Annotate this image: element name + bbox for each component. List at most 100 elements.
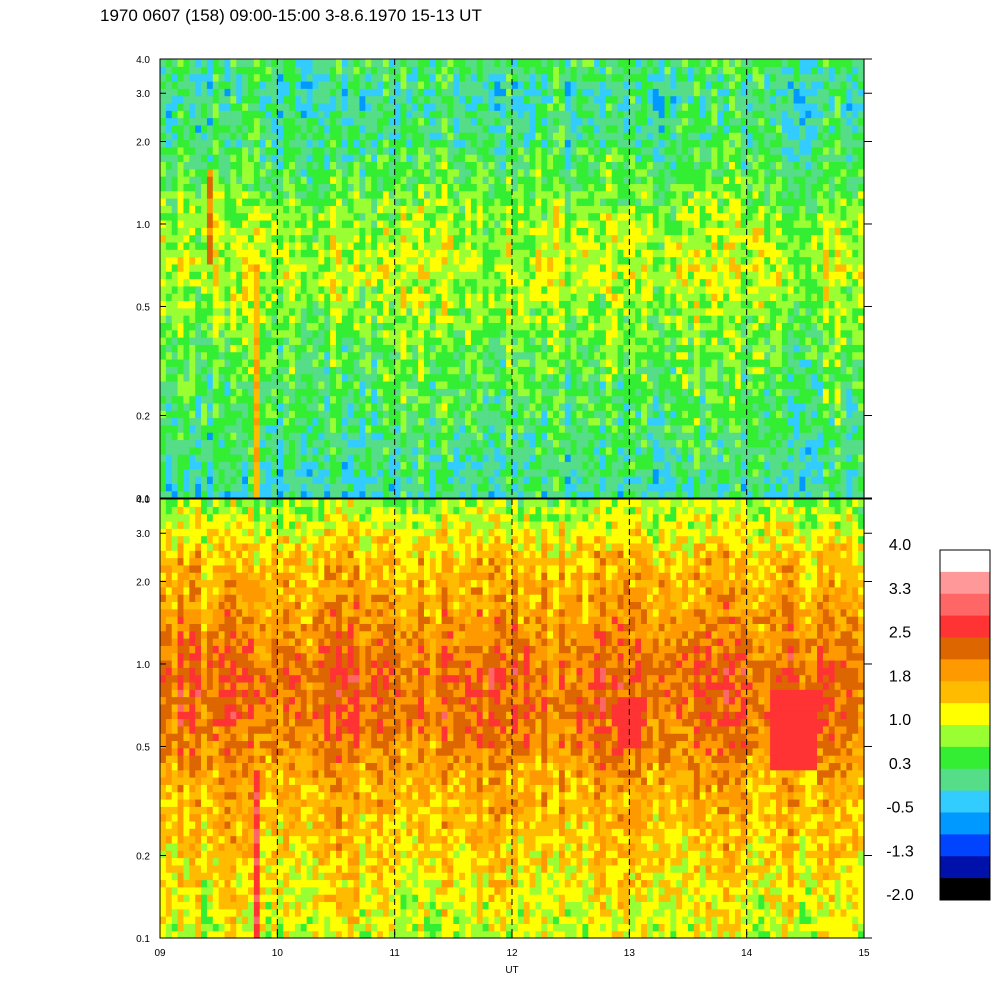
heatmap-cell — [189, 410, 195, 418]
heatmap-cell — [512, 439, 518, 447]
heatmap-cell — [359, 205, 365, 213]
heatmap-cell — [254, 132, 260, 140]
heatmap-cell — [430, 220, 436, 228]
heatmap-cell — [447, 447, 453, 455]
heatmap-cell — [371, 300, 377, 308]
heatmap-cell — [471, 169, 477, 177]
heatmap-cell — [307, 308, 313, 316]
heatmap-cell — [612, 132, 618, 140]
heatmap-cell — [248, 337, 254, 345]
heatmap-cell — [254, 447, 260, 455]
heatmap-cell — [571, 96, 577, 104]
heatmap-cell — [225, 366, 231, 374]
heatmap-cell — [459, 257, 465, 265]
heatmap-cell — [318, 235, 324, 243]
heatmap-cell — [571, 169, 577, 177]
heatmap-cell — [483, 396, 489, 404]
heatmap-cell — [189, 469, 195, 477]
heatmap-cell — [201, 447, 207, 455]
heatmap-cell — [207, 81, 213, 89]
heatmap-cell — [535, 403, 541, 411]
heatmap-cell — [189, 110, 195, 118]
heatmap-cell — [635, 322, 641, 330]
heatmap-cell — [518, 118, 524, 126]
heatmap-cell — [289, 476, 295, 484]
heatmap-cell — [483, 161, 489, 169]
heatmap-cell — [295, 300, 301, 308]
heatmap-cell — [518, 396, 524, 404]
heatmap-cell — [207, 308, 213, 316]
heatmap-cell — [477, 403, 483, 411]
heatmap-cell — [489, 198, 495, 206]
heatmap-cell — [436, 88, 442, 96]
heatmap-cell — [553, 374, 559, 382]
heatmap-cell — [330, 279, 336, 287]
heatmap-cell — [160, 249, 166, 257]
heatmap-cell — [535, 366, 541, 374]
heatmap-cell — [412, 103, 418, 111]
heatmap-cell — [183, 469, 189, 477]
heatmap-cell — [594, 491, 600, 499]
heatmap-cell — [183, 483, 189, 491]
heatmap-cell — [447, 286, 453, 294]
heatmap-cell — [483, 388, 489, 396]
heatmap-cell — [477, 461, 483, 469]
heatmap-cell — [588, 103, 594, 111]
heatmap-cell — [219, 381, 225, 389]
heatmap-cell — [260, 191, 266, 199]
heatmap-cell — [354, 337, 360, 345]
heatmap-cell — [401, 59, 407, 67]
heatmap-cell — [266, 337, 272, 345]
heatmap-cell — [295, 139, 301, 147]
heatmap-cell — [295, 491, 301, 499]
heatmap-cell — [342, 220, 348, 228]
heatmap-cell — [189, 425, 195, 433]
heatmap-cell — [318, 279, 324, 287]
heatmap-cell — [582, 425, 588, 433]
heatmap-cell — [313, 96, 319, 104]
heatmap-cell — [307, 242, 313, 250]
heatmap-cell — [618, 454, 624, 462]
heatmap-cell — [254, 396, 260, 404]
heatmap-cell — [471, 388, 477, 396]
heatmap-cell — [512, 352, 518, 360]
heatmap-cell — [201, 308, 207, 316]
heatmap-cell — [395, 388, 401, 396]
heatmap-cell — [459, 176, 465, 184]
heatmap-cell — [295, 191, 301, 199]
heatmap-cell — [606, 439, 612, 447]
heatmap-cell — [489, 88, 495, 96]
heatmap-cell — [571, 418, 577, 426]
heatmap-cell — [219, 125, 225, 133]
heatmap-cell — [160, 227, 166, 235]
heatmap-cell — [183, 286, 189, 294]
heatmap-cell — [541, 59, 547, 67]
heatmap-cell — [577, 418, 583, 426]
heatmap-cell — [377, 381, 383, 389]
heatmap-cell — [195, 447, 201, 455]
heatmap-cell — [535, 396, 541, 404]
heatmap-cell — [401, 96, 407, 104]
heatmap-cell — [383, 147, 389, 155]
heatmap-cell — [577, 293, 583, 301]
heatmap-cell — [183, 198, 189, 206]
heatmap-cell — [629, 410, 635, 418]
heatmap-cell — [489, 227, 495, 235]
heatmap-cell — [547, 403, 553, 411]
heatmap-cell — [471, 410, 477, 418]
heatmap-cell — [295, 454, 301, 462]
heatmap-cell — [225, 418, 231, 426]
heatmap-cell — [342, 366, 348, 374]
heatmap-cell — [459, 59, 465, 67]
heatmap-cell — [547, 366, 553, 374]
heatmap-cell — [242, 74, 248, 82]
heatmap-cell — [201, 118, 207, 126]
heatmap-cell — [354, 388, 360, 396]
heatmap-cell — [213, 469, 219, 477]
heatmap-cell — [477, 249, 483, 257]
heatmap-cell — [489, 183, 495, 191]
heatmap-cell — [606, 220, 612, 228]
heatmap-cell — [277, 271, 283, 279]
heatmap-cell — [201, 410, 207, 418]
heatmap-cell — [219, 81, 225, 89]
